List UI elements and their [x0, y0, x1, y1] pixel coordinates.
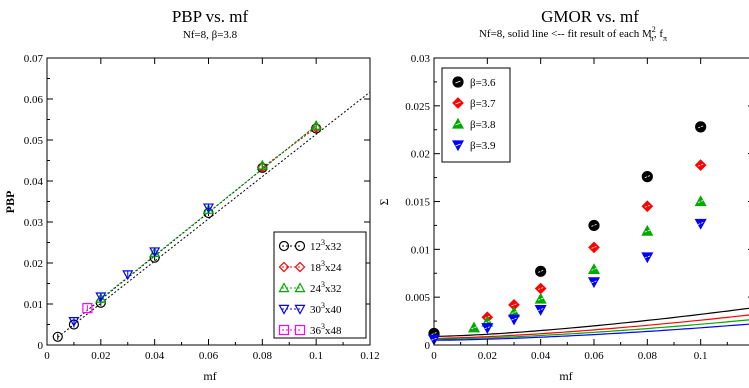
data-point-triangle-down — [68, 317, 80, 327]
legend-marker-circle — [294, 240, 306, 252]
x-tick-label: 0.06 — [584, 350, 604, 362]
right-legend: β=3.6 β=3.7 β=3.8 β=3.9 — [441, 67, 511, 163]
right-data-points — [427, 121, 707, 346]
legend-marker-circle — [278, 240, 290, 252]
y-tick-label: 0.07 — [24, 53, 44, 65]
y-tick-label: 0.06 — [24, 94, 44, 106]
data-point-square — [82, 303, 93, 314]
left-chart: PBP vs. mf Nf=8, β=3.8 0 0.02 0.04 0.06 0.08… — [3, 7, 380, 383]
legend-marker-square — [278, 324, 290, 336]
right-axes: 0 0.02 0.04 0.06 0.08 0.1 0 0.005 0.01 0.015 0.02 0… — [405, 53, 749, 362]
y-tick-label: 0.015 — [405, 197, 430, 209]
left-y-axis-label: PBP — [3, 191, 17, 214]
x-tick-label: 0.1 — [309, 350, 323, 362]
data-point-triangle-up — [256, 159, 268, 170]
x-tick-label: 0.08 — [638, 350, 658, 362]
data-point-triangle-down — [95, 292, 107, 303]
y-tick-label: 0.01 — [24, 299, 43, 311]
data-point-triangle-down — [122, 270, 134, 281]
data-point-circle — [52, 331, 63, 342]
y-tick-label: 0.05 — [24, 135, 44, 147]
legend-label: 363x48 — [310, 322, 342, 337]
legend-label: 183x24 — [310, 259, 342, 274]
legend-marker-circle-shade — [455, 80, 461, 84]
legend-label: β=3.8 — [470, 119, 496, 131]
fit-curve — [433, 307, 749, 337]
x-tick-label: 0.02 — [478, 350, 497, 362]
right-chart-subtitle: Nf=8, solid line <-- fit result of each … — [479, 25, 667, 43]
legend-marker-triangle-down — [294, 304, 306, 315]
x-tick-label: 0.02 — [91, 350, 110, 362]
legend-label: β=3.9 — [470, 140, 496, 152]
legend-marker-triangle-up — [294, 282, 306, 293]
data-point-triangle-down — [149, 247, 161, 258]
y-tick-label: 0.02 — [24, 258, 43, 270]
x-tick-label: 0.06 — [199, 350, 219, 362]
legend-marker-triangle-down — [278, 304, 290, 315]
legend-marker-square — [294, 324, 306, 336]
x-tick-label: 0.04 — [145, 350, 165, 362]
left-legend-box — [273, 231, 367, 339]
legend-marker-triangle-up — [278, 282, 290, 293]
y-tick-label: 0 — [425, 340, 431, 352]
y-tick-label: 0.01 — [411, 244, 430, 256]
legend-label: 303x40 — [310, 301, 342, 316]
y-tick-label: 0.02 — [411, 149, 430, 161]
fit-curve — [434, 314, 749, 339]
left-chart-title: PBP vs. mf — [172, 7, 249, 26]
left-data-points — [52, 119, 322, 342]
right-fit-curves — [433, 307, 749, 341]
left-fit-lines — [57, 91, 371, 338]
right-x-axis-label: mf — [559, 369, 572, 383]
legend-label: β=3.7 — [470, 98, 496, 110]
x-tick-label: 0 — [431, 350, 437, 362]
legend-marker-triangle-up-shade — [455, 122, 461, 126]
legend-label: β=3.6 — [470, 77, 496, 89]
right-chart: GMOR vs. mf Nf=8, solid line <-- fit res… — [377, 7, 749, 383]
x-tick-label: 0.12 — [360, 350, 379, 362]
right-y-axis-label: Σ — [377, 198, 391, 205]
legend-marker-triangle-up — [451, 117, 465, 129]
legend-marker-diamond — [294, 261, 306, 273]
fit-curve — [433, 319, 749, 340]
left-x-axis-label: mf — [203, 369, 216, 383]
y-tick-label: 0.005 — [405, 292, 430, 304]
data-point-triangle-down — [202, 203, 215, 214]
legend-marker-diamond-shade — [455, 101, 461, 105]
legend-marker-triangle-down — [451, 140, 465, 152]
x-tick-label: 0 — [44, 350, 50, 362]
x-tick-label: 0.04 — [531, 350, 551, 362]
y-tick-label: 0.03 — [411, 53, 431, 65]
x-tick-label: 0.08 — [253, 350, 273, 362]
y-tick-label: 0 — [38, 340, 44, 352]
right-chart-title: GMOR vs. mf — [541, 7, 639, 26]
legend-marker-diamond — [278, 261, 290, 273]
y-tick-label: 0.025 — [405, 101, 430, 113]
y-tick-label: 0.03 — [24, 217, 44, 229]
y-tick-label: 0.04 — [24, 176, 44, 188]
legend-label: 123x32 — [310, 238, 342, 253]
left-chart-subtitle: Nf=8, β=3.8 — [183, 29, 238, 41]
x-tick-label: 0.1 — [694, 350, 708, 362]
left-legend: 123x32 183x24 243x32 303x40 363x48 — [273, 231, 367, 339]
left-axes: 0 0.02 0.04 0.06 0.08 0.1 0.12 0 0.01 0.02 0.03 0.0… — [24, 53, 380, 362]
data-point-triangle-up — [310, 119, 322, 130]
legend-label: 243x32 — [310, 280, 342, 295]
legend-marker-triangle-down-shade — [455, 143, 461, 147]
